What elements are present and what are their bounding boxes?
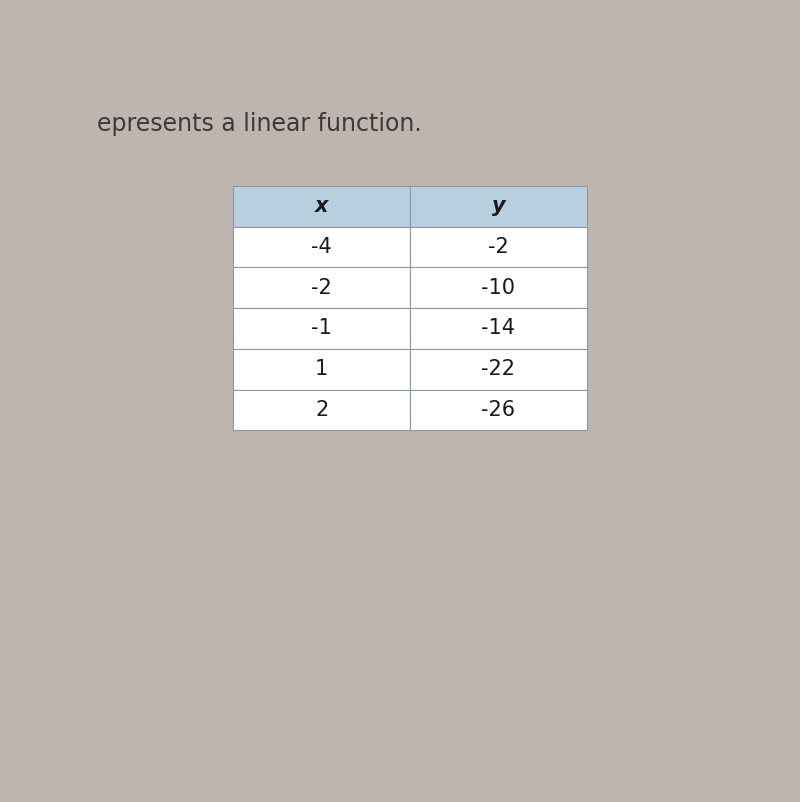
Bar	[410, 186, 586, 226]
Bar	[410, 349, 586, 390]
Bar	[410, 226, 586, 267]
Text: y: y	[491, 196, 505, 217]
Text: -2: -2	[488, 237, 509, 257]
Text: 1: 1	[315, 359, 328, 379]
Text: -4: -4	[311, 237, 332, 257]
Text: -22: -22	[482, 359, 515, 379]
Text: -2: -2	[311, 277, 332, 298]
Bar	[234, 390, 410, 431]
Text: x: x	[315, 196, 328, 217]
Text: 2: 2	[315, 400, 328, 420]
Text: -1: -1	[311, 318, 332, 338]
Text: -10: -10	[482, 277, 515, 298]
Bar	[234, 308, 410, 349]
Text: epresents a linear function.: epresents a linear function.	[97, 111, 422, 136]
Bar	[410, 390, 586, 431]
Text: -26: -26	[482, 400, 515, 420]
Bar	[234, 186, 410, 226]
Bar	[234, 267, 410, 308]
Bar	[410, 267, 586, 308]
Bar	[234, 349, 410, 390]
Bar	[234, 226, 410, 267]
Bar	[410, 308, 586, 349]
Text: -14: -14	[482, 318, 515, 338]
